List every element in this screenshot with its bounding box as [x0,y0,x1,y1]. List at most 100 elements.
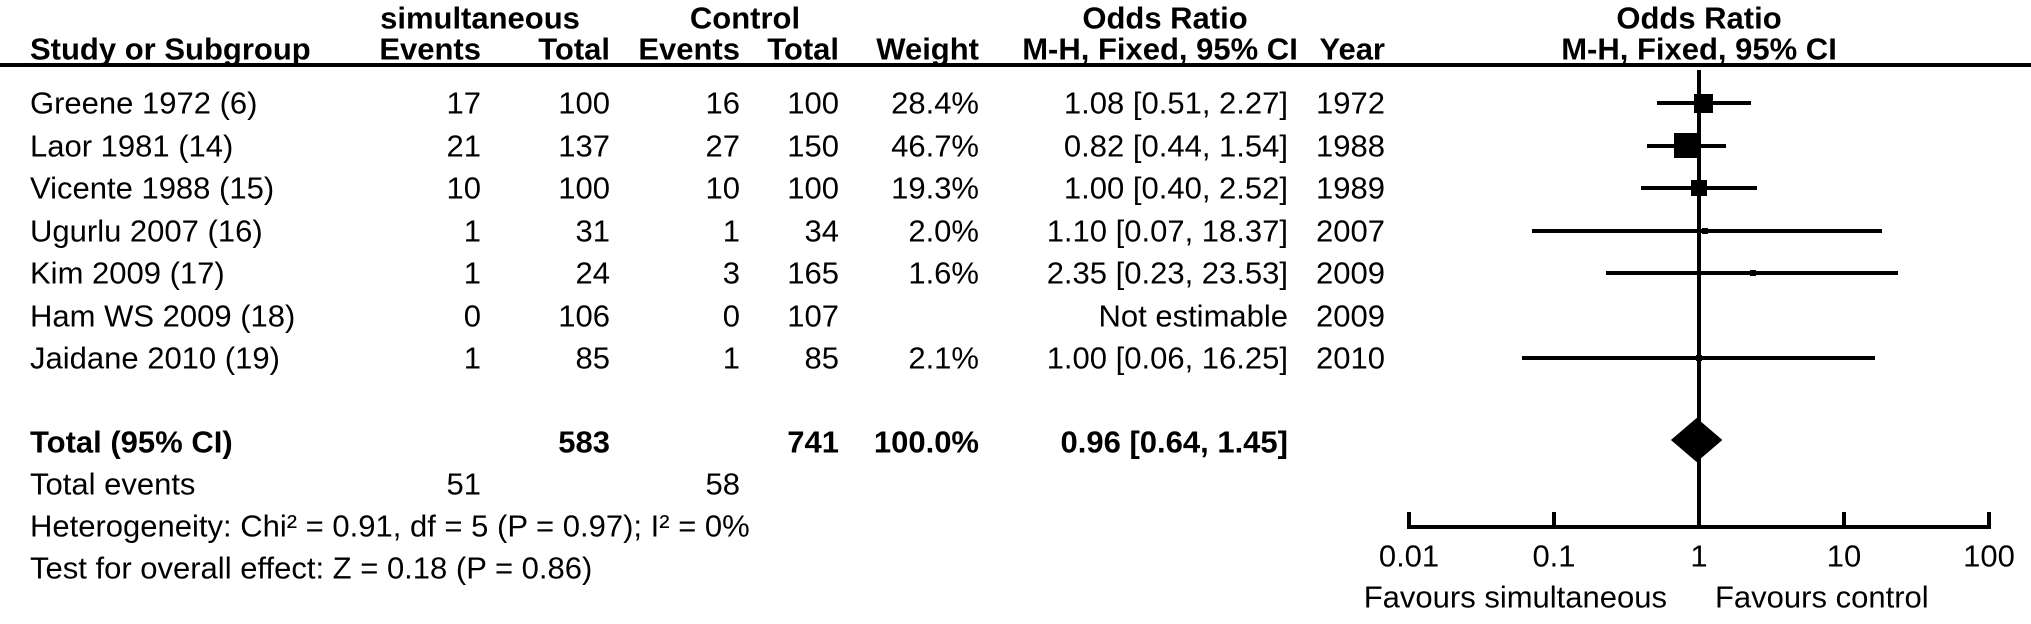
t2-cell: 165 [787,255,839,291]
or-ci-cell: 1.10 [0.07, 18.37] [1046,213,1288,248]
axis-tick-label: 0.1 [1532,538,1576,574]
total-events-label: Total events [30,466,196,502]
total-events-ctrl: 58 [705,466,740,502]
e1-cell: 21 [446,128,481,163]
study-cell: Jaidane 2010 (19) [30,340,280,376]
mh-ci-col-header: M-H, Fixed, 95% CI [1022,31,1298,67]
axis-tick-label: 10 [1826,538,1862,574]
or-ci-cell: Not estimable [1098,298,1288,333]
group-header-simultaneous: simultaneous [380,0,580,36]
weight-cell: 1.6% [908,255,979,291]
e1-cell: 1 [463,340,481,376]
e1-cell: 17 [446,85,481,121]
total-row-total2: 741 [787,424,839,460]
favours-right-label: Favours control [1715,579,1929,615]
t1-cell: 31 [575,213,610,248]
t2-cell: 100 [787,85,839,121]
or-ci-cell: 1.08 [0.51, 2.27] [1063,85,1288,121]
or-ci-cell: 1.00 [0.40, 2.52] [1063,170,1288,206]
t2-cell: 107 [787,298,839,333]
year-cell: 2009 [1316,298,1385,333]
axis-tick [1842,512,1846,529]
year-cell: 1989 [1316,170,1385,206]
study-col-header: Study or Subgroup [30,31,311,67]
e2-cell: 1 [722,213,740,248]
total1-col-header: Total [538,31,610,67]
e1-cell: 0 [463,298,481,333]
weight-cell: 28.4% [891,85,979,121]
t2-cell: 100 [787,170,839,206]
year-cell: 1972 [1316,85,1385,121]
total-events-exp: 51 [446,466,481,502]
t2-cell: 34 [804,213,839,248]
or-square [1691,180,1707,196]
total2-col-header: Total [767,31,839,67]
or-ci-cell: 2.35 [0.23, 23.53] [1046,255,1288,291]
events1-col-header: Events [379,31,481,67]
e2-cell: 0 [722,298,740,333]
year-cell: 2010 [1316,340,1385,376]
or-square [1702,227,1708,234]
axis-tick [1697,512,1701,529]
study-cell: Vicente 1988 (15) [30,170,275,206]
or-square [1694,93,1714,113]
study-cell: Laor 1981 (14) [30,128,234,163]
header-rule [0,63,2031,67]
weight-cell: 2.1% [908,340,979,376]
e2-cell: 16 [705,85,740,121]
t1-cell: 100 [558,170,610,206]
axis-tick-label: 0.01 [1378,538,1440,574]
mh-ci-col-header-right: M-H, Fixed, 95% CI [1561,31,1837,67]
odds-ratio-header-right: Odds Ratio [1616,0,1782,36]
heterogeneity-text: Heterogeneity: Chi² = 0.91, df = 5 (P = … [30,508,750,544]
e1-cell: 1 [463,213,481,248]
e1-cell: 1 [463,255,481,291]
t1-cell: 106 [558,298,610,333]
axis-tick [1987,512,1991,529]
t2-cell: 150 [787,128,839,163]
axis-tick-label: 1 [1690,538,1708,574]
year-cell: 2009 [1316,255,1385,291]
weight-cell: 2.0% [908,213,979,248]
events2-col-header: Events [638,31,740,67]
year-col-header: Year [1319,31,1385,67]
pooled-diamond [1670,418,1723,462]
weight-col-header: Weight [876,31,979,67]
year-cell: 2007 [1316,213,1385,248]
e2-cell: 3 [722,255,740,291]
study-cell: Ham WS 2009 (18) [30,298,296,333]
or-square [1674,133,1699,158]
null-effect-line [1697,70,1701,529]
total-row-or-ci: 0.96 [0.64, 1.45] [1060,424,1289,460]
study-cell: Greene 1972 (6) [30,85,258,121]
overall-effect-text: Test for overall effect: Z = 0.18 (P = 0… [30,550,593,586]
e2-cell: 27 [705,128,740,163]
axis-tick-label: 100 [1963,538,2015,574]
or-square [1696,355,1702,361]
t1-cell: 137 [558,128,610,163]
total-row-label: Total (95% CI) [30,424,233,460]
axis-tick [1552,512,1556,529]
t1-cell: 24 [575,255,610,291]
group-header-control: Control [689,0,801,36]
or-ci-cell: 0.82 [0.44, 1.54] [1063,128,1288,163]
total-row-total1: 583 [558,424,610,460]
weight-cell: 19.3% [891,170,979,206]
t1-cell: 100 [558,85,610,121]
e2-cell: 1 [722,340,740,376]
or-square [1749,270,1756,276]
e2-cell: 10 [705,170,740,206]
axis-tick [1407,512,1411,529]
e1-cell: 10 [446,170,481,206]
year-cell: 1988 [1316,128,1385,163]
weight-cell: 46.7% [891,128,979,163]
odds-ratio-header-left: Odds Ratio [1082,0,1248,36]
study-cell: Kim 2009 (17) [30,255,225,291]
or-ci-cell: 1.00 [0.06, 16.25] [1046,340,1288,376]
t2-cell: 85 [804,340,839,376]
favours-left-label: Favours simultaneous [1363,579,1667,615]
study-cell: Ugurlu 2007 (16) [30,213,263,248]
total-row-weight: 100.0% [873,424,979,460]
t1-cell: 85 [575,340,610,376]
